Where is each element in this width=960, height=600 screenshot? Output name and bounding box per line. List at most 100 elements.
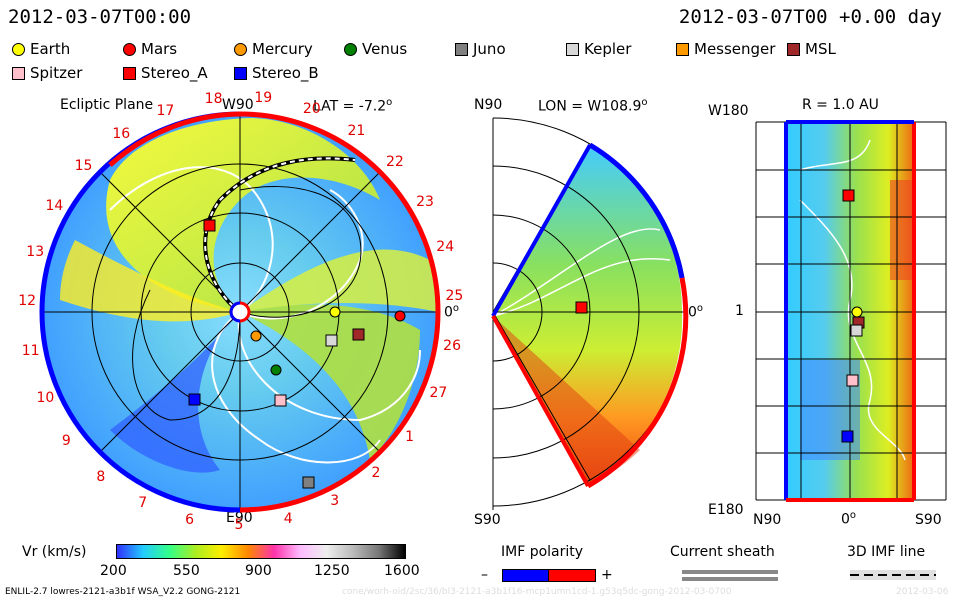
mars-marker-icon xyxy=(123,43,136,56)
panel3-top-left: W180 xyxy=(708,103,749,119)
panel1-lat-label: LAT = -7.2o xyxy=(313,97,393,115)
kepler-marker-icon xyxy=(566,43,579,56)
stereo-b-marker-icon xyxy=(234,67,247,80)
earth-marker-icon xyxy=(12,43,25,56)
stereo-a-marker xyxy=(203,219,216,232)
header-date-left: 2012-03-07T00:00 xyxy=(8,6,192,28)
carrington-number: 27 xyxy=(429,385,448,402)
current-sheath-title: Current sheath xyxy=(670,544,775,560)
panel2-lon-label: LON = W108.9o xyxy=(538,97,648,115)
panel2-bottom-left: S90 xyxy=(474,512,501,528)
panel3-x-right: S90 xyxy=(915,512,942,528)
model-info: ENLIL-2.7 lowres-2121-a3b1f WSA_V2.2 GON… xyxy=(5,587,241,597)
mercury-marker xyxy=(250,330,262,342)
legend-mars: Mars xyxy=(123,40,177,58)
colorbar-tick-550: 550 xyxy=(173,563,200,579)
colorbar-tick-200: 200 xyxy=(100,563,127,579)
panel2-top-left: N90 xyxy=(474,97,503,113)
msl-marker xyxy=(352,328,365,341)
carrington-number: 16 xyxy=(112,125,131,142)
panel1-right-label: 0o xyxy=(444,303,460,321)
carrington-number: 18 xyxy=(204,90,223,107)
mars-marker xyxy=(394,310,406,322)
carrington-number: 20 xyxy=(302,101,321,118)
venus-marker xyxy=(270,364,282,376)
colorbar-tick-1600: 1600 xyxy=(384,563,420,579)
legend-msl: MSL xyxy=(787,40,836,58)
imf-plus: + xyxy=(601,567,613,583)
legend-stereo-b: Stereo_B xyxy=(234,64,319,82)
colorbar-tick-900: 900 xyxy=(245,563,272,579)
legend-stereo-a: Stereo_A xyxy=(123,64,208,82)
juno-marker xyxy=(302,476,315,489)
panel1-top-label: W90 xyxy=(222,97,254,113)
spitzer-marker-icon xyxy=(12,67,25,80)
carrington-number: 14 xyxy=(45,198,64,215)
imf3d-line-swatch xyxy=(850,570,936,580)
panel2-right-label: 0o xyxy=(688,303,704,321)
panel3-r-label: R = 1.0 AU xyxy=(802,97,879,113)
carrington-number: 7 xyxy=(138,495,148,512)
stereo-b-marker xyxy=(188,393,201,406)
carrington-number: 3 xyxy=(330,493,340,510)
carrington-number: 5 xyxy=(234,516,244,533)
earth-marker xyxy=(329,306,341,318)
imf-negative-swatch xyxy=(502,569,550,582)
earth-marker xyxy=(851,306,863,318)
carrington-number: 26 xyxy=(443,337,461,354)
current-sheath-line-1 xyxy=(682,570,778,574)
msl-marker-icon xyxy=(787,43,800,56)
ecliptic-plane-title: Ecliptic Plane xyxy=(60,97,154,113)
carrington-number: 1 xyxy=(405,428,415,445)
carrington-number: 19 xyxy=(254,90,273,107)
carrington-number: 4 xyxy=(283,510,293,527)
carrington-number: 23 xyxy=(416,193,434,210)
panel3-mid-left: 1 xyxy=(735,303,744,319)
carrington-number: 9 xyxy=(61,432,71,449)
imf-positive-swatch xyxy=(548,569,596,582)
legend-juno: Juno xyxy=(455,40,506,58)
legend-kepler: Kepler xyxy=(566,40,631,58)
carrington-number: 22 xyxy=(385,154,404,171)
imf3d-title: 3D IMF line xyxy=(847,544,926,560)
venus-marker-icon xyxy=(344,43,357,56)
panel3-bottom-left: E180 xyxy=(708,502,744,518)
carrington-number: 11 xyxy=(21,342,40,359)
carrington-number: 12 xyxy=(18,293,37,310)
carrington-number: 6 xyxy=(185,511,194,528)
messenger-marker-icon xyxy=(676,43,689,56)
mercury-marker-icon xyxy=(234,43,247,56)
current-sheath-line-2 xyxy=(682,577,778,581)
panel1-bottom-label: E90 xyxy=(226,510,253,526)
panel3-x-left: N90 xyxy=(753,512,782,528)
carrington-number: 2 xyxy=(371,465,381,482)
carrington-number: 10 xyxy=(36,390,55,407)
carrington-number: 8 xyxy=(96,468,106,485)
imf-minus: – xyxy=(481,567,488,583)
legend-mercury: Mercury xyxy=(234,40,313,58)
stereo-a-marker xyxy=(842,189,855,202)
kepler-marker xyxy=(850,324,863,337)
carrington-number: 24 xyxy=(436,239,455,256)
carrington-number: 25 xyxy=(445,288,464,305)
legend-spitzer: Spitzer xyxy=(12,64,82,82)
stereo-a-marker-icon xyxy=(123,67,136,80)
watermark-date: 2012-03-06 xyxy=(896,587,949,597)
colorbar-gradient xyxy=(116,544,406,559)
juno-marker-icon xyxy=(455,43,468,56)
carrington-number: 21 xyxy=(347,122,366,139)
imf-polarity-title: IMF polarity xyxy=(501,544,584,560)
carrington-number: 13 xyxy=(26,244,45,260)
header-date-right: 2012-03-07T00 +0.00 day xyxy=(678,6,942,28)
colorbar-label: Vr (km/s) xyxy=(22,544,87,560)
panel3-x-mid: 0o xyxy=(841,510,857,528)
carrington-number: 17 xyxy=(156,102,175,119)
spitzer-marker xyxy=(846,374,859,387)
spitzer-marker xyxy=(274,394,287,407)
legend-messenger: Messenger xyxy=(676,40,775,58)
legend-venus: Venus xyxy=(344,40,407,58)
stereo-a-marker xyxy=(575,301,588,314)
watermark: cone/worh-oid/2sc/36/bl3-2121-a3b1f16-mc… xyxy=(342,587,732,597)
